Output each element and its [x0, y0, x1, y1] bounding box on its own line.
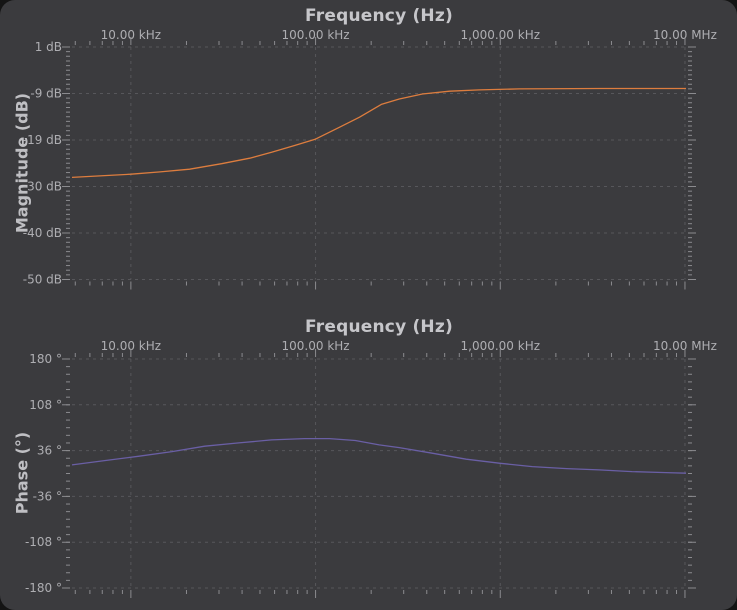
y-tick-label: -36 ° — [33, 489, 62, 503]
phase-chart-frequency-axis-title: Frequency (Hz) — [305, 317, 453, 337]
x-tick-label: 10.00 kHz — [101, 28, 161, 42]
magnitude-curve — [71, 87, 686, 179]
y-tick-label: -19 dB — [23, 133, 62, 147]
phase-curve — [71, 437, 687, 474]
y-tick-label: -30 dB — [23, 180, 62, 194]
y-tick-label: 180 ° — [29, 352, 62, 366]
x-tick-label: 10.00 kHz — [101, 339, 161, 353]
y-tick-label: -9 dB — [30, 87, 62, 101]
y-tick-label: -108 ° — [25, 535, 62, 549]
magnitude-plot-area[interactable]: 1 dB -9 dB -19 dB -30 dB -40 dB -50 dB 10.00 k… — [23, 28, 717, 290]
x-tick-label: 1,000.00 kHz — [461, 339, 541, 353]
y-tick-label: 108 ° — [29, 398, 62, 412]
x-tick-label: 10.00 MHz — [653, 28, 717, 42]
y-tick-label: 36 ° — [37, 444, 62, 458]
x-tick-label: 100.00 kHz — [282, 339, 350, 353]
x-tick-label: 1,000.00 kHz — [461, 28, 541, 42]
y-tick-label: -40 dB — [23, 226, 62, 240]
y-tick-label: -50 dB — [23, 273, 62, 287]
y-tick-label: 1 dB — [35, 40, 62, 54]
magnitude-chart-frequency-axis-title: Frequency (Hz) — [305, 6, 453, 26]
y-tick-label: -180 ° — [25, 581, 62, 595]
x-tick-label: 10.00 MHz — [653, 339, 717, 353]
phase-plot-area[interactable]: 180 ° 108 ° 36 ° -36 ° -108 ° -180 ° 10.00 kHz… — [25, 339, 717, 598]
x-tick-label: 100.00 kHz — [282, 28, 350, 42]
